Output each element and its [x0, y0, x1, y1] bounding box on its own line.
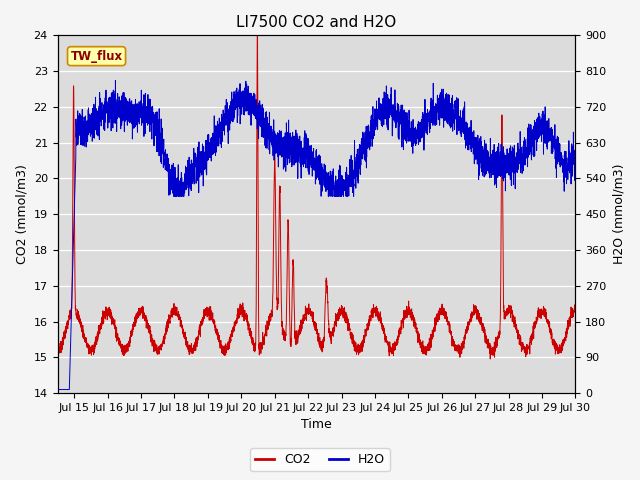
Text: TW_flux: TW_flux — [70, 49, 123, 63]
Title: LI7500 CO2 and H2O: LI7500 CO2 and H2O — [236, 15, 397, 30]
Y-axis label: H2O (mmol/m3): H2O (mmol/m3) — [612, 164, 625, 264]
Y-axis label: CO2 (mmol/m3): CO2 (mmol/m3) — [15, 164, 28, 264]
X-axis label: Time: Time — [301, 419, 332, 432]
Legend: CO2, H2O: CO2, H2O — [250, 448, 390, 471]
